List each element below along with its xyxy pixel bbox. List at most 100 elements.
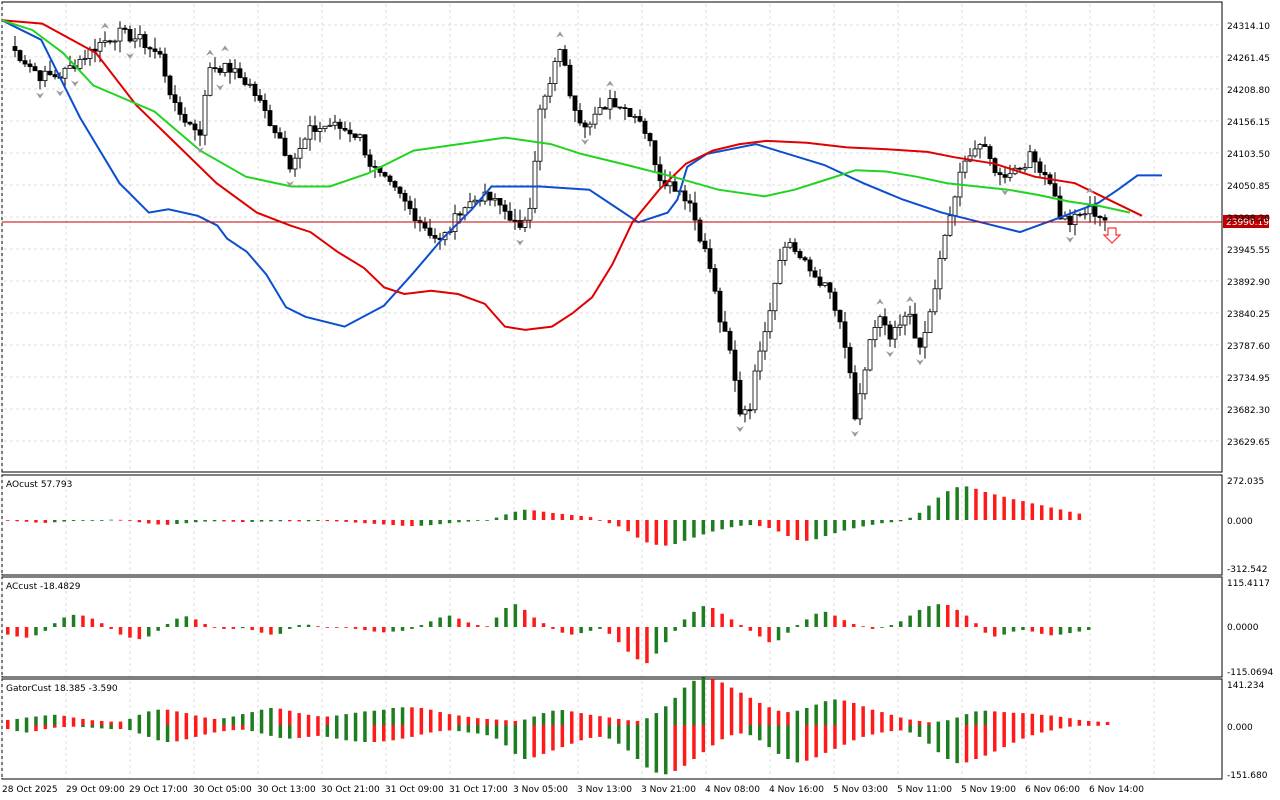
ac-bar xyxy=(936,604,941,627)
ao-bar xyxy=(118,519,123,521)
gator-upper-bar xyxy=(81,718,85,725)
gator-upper-bar xyxy=(814,704,818,725)
ac-bar xyxy=(917,609,922,627)
gator-upper-bar xyxy=(1049,715,1053,725)
ao-bar xyxy=(720,520,724,530)
candle-body xyxy=(767,310,773,333)
ao-bar xyxy=(476,520,480,521)
ac-bar xyxy=(1002,627,1006,635)
ao-bar xyxy=(457,520,461,523)
ao-bar xyxy=(184,520,189,524)
gator-lower-bar xyxy=(34,725,38,732)
gator-lower-bar xyxy=(184,725,189,740)
ac-bar xyxy=(494,617,499,627)
ac-bar xyxy=(946,604,950,627)
ao-bar xyxy=(71,520,76,521)
gator-lower-bar xyxy=(1011,725,1016,743)
candle-body xyxy=(1097,215,1103,219)
candle-body xyxy=(27,63,33,67)
gator-lower-bar xyxy=(560,725,565,748)
candle-body xyxy=(902,315,908,326)
ao-bar xyxy=(617,520,621,527)
candle-body xyxy=(572,95,578,111)
svg-text:24208.80: 24208.80 xyxy=(1227,86,1270,96)
gator-axis-min: -151.680 xyxy=(1227,771,1268,781)
ac-bar xyxy=(823,611,828,627)
gator-upper-bar xyxy=(250,712,254,725)
ac-bar xyxy=(748,627,753,631)
candle-body xyxy=(1022,167,1028,170)
candle-body xyxy=(622,107,628,110)
svg-text:23840.25: 23840.25 xyxy=(1227,310,1270,320)
gator-lower-bar xyxy=(212,725,217,733)
gator-lower-bar xyxy=(692,725,696,759)
fractal-up-icon xyxy=(876,298,884,305)
candle-body xyxy=(52,74,58,78)
gator-lower-bar xyxy=(899,725,903,731)
gator-lower-bar xyxy=(1002,725,1006,748)
gator-lower-bar xyxy=(81,725,85,728)
gator-upper-bar xyxy=(278,708,283,725)
gator-upper-bar xyxy=(579,713,583,725)
candle-body xyxy=(897,324,903,328)
ao-bar xyxy=(156,520,160,525)
candle-body xyxy=(102,40,108,43)
gator-lower-bar xyxy=(231,725,236,731)
ac-bar xyxy=(654,627,659,654)
ac-bar xyxy=(1049,627,1053,636)
fractal-markers xyxy=(36,22,1094,437)
candle-body xyxy=(707,248,713,269)
gator-upper-bar xyxy=(363,711,367,725)
candle-body xyxy=(832,291,838,311)
ac-bar xyxy=(758,627,762,637)
candle-body xyxy=(217,68,223,73)
candle-body xyxy=(877,316,883,328)
gator-lower-bar xyxy=(457,725,461,732)
ao-bar xyxy=(767,520,771,528)
gator-lower-bar xyxy=(325,725,330,737)
candle-body xyxy=(67,65,73,69)
gator-upper-bar xyxy=(541,713,546,725)
candle-body xyxy=(372,165,378,168)
gator-upper-bar xyxy=(34,716,38,725)
candle-body xyxy=(97,41,103,52)
ao-bar xyxy=(429,520,433,526)
gator-upper-bar xyxy=(241,714,245,725)
ac-bar xyxy=(729,619,734,627)
gator-upper-bar xyxy=(137,714,142,725)
ao-bar xyxy=(673,520,677,544)
alligator-teeth-line xyxy=(1,19,1143,331)
ao-bar xyxy=(194,520,198,523)
candle-body xyxy=(1092,205,1098,217)
candle-body xyxy=(17,50,23,62)
candle-body xyxy=(122,27,128,30)
gator-upper-bar xyxy=(927,722,931,725)
candle-body xyxy=(432,235,438,239)
ao-axis-zero: 0.000 xyxy=(1227,517,1253,527)
candle-body xyxy=(917,337,923,348)
ac-bar xyxy=(899,621,903,627)
ac-bar xyxy=(786,627,790,633)
ac-bar xyxy=(870,627,875,629)
candle-body xyxy=(182,113,188,123)
gator-upper-bar xyxy=(908,719,912,725)
gator-upper-bar xyxy=(946,720,950,725)
ac-bar xyxy=(335,627,339,628)
ac-bar xyxy=(889,625,894,627)
gator-upper-bar xyxy=(344,714,348,725)
main-pane-frame[interactable] xyxy=(1,1,1223,473)
gator-upper-bar xyxy=(109,721,113,725)
candle-body xyxy=(782,246,788,261)
ao-bar xyxy=(993,494,997,520)
ac-bar xyxy=(147,627,151,637)
gator-upper-bar xyxy=(1030,713,1035,725)
ao-bar xyxy=(532,510,536,520)
svg-text:23682.30: 23682.30 xyxy=(1227,406,1270,416)
candle-body xyxy=(762,331,768,352)
ac-bar xyxy=(71,614,76,627)
candle-body xyxy=(887,324,893,340)
ao-bar xyxy=(494,517,499,520)
gator-upper-bar xyxy=(43,715,48,725)
fractal-down-icon xyxy=(851,430,859,437)
